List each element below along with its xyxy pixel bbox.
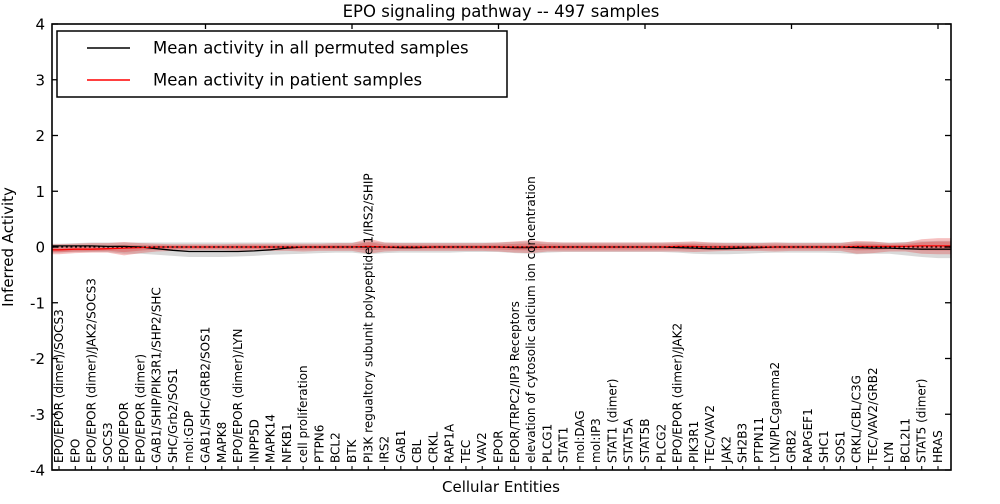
x-category-label: PLCG2	[654, 424, 668, 463]
x-category-label: STAT5 (dimer)	[915, 379, 929, 463]
x-category-label: STAT5A	[622, 418, 636, 463]
y-tick-label: 2	[35, 127, 45, 145]
y-tick-label: -1	[30, 294, 45, 312]
y-tick-label: 1	[35, 183, 45, 201]
x-category-label: RAPGEF1	[801, 408, 815, 463]
x-category-label: STAT5B	[638, 419, 652, 464]
x-category-label: STAT1	[557, 427, 571, 463]
x-category-label: PIK3R1	[687, 421, 701, 463]
y-tick-label: -4	[30, 462, 45, 480]
permuted-samples-range-band	[52, 240, 951, 259]
y-tick-labels: 4 3 2 1 0 -1 -2 -3 -4	[30, 16, 45, 480]
x-axis-label: Cellular Entities	[442, 478, 560, 496]
axis-ticks	[52, 23, 951, 471]
legend-item-label: Mean activity in all permuted samples	[153, 39, 469, 58]
x-category-label: LYN/PLCgamma2	[768, 362, 782, 463]
x-category-label: SHC1	[817, 430, 831, 463]
y-tick-label: 3	[35, 71, 45, 89]
chart-title: EPO signaling pathway -- 497 samples	[343, 2, 660, 21]
x-category-label: EPO/EPOR (dimer)/SOCS3	[52, 309, 66, 463]
x-category-label: IRS2	[378, 436, 392, 463]
x-category-label: cell proliferation	[296, 365, 310, 463]
y-tick-label: 4	[35, 16, 45, 34]
x-category-label: SHC/Grb2/SOS1	[166, 368, 180, 463]
x-category-label: STAT1 (dimer)	[605, 379, 619, 463]
x-category-label: PLCG1	[540, 424, 554, 463]
x-category-label: NFKB1	[280, 423, 294, 463]
x-category-label: mol:IP3	[589, 418, 603, 463]
confidence-bands	[52, 238, 951, 259]
x-category-label: EPO/EPOR (dimer)/LYN	[231, 329, 245, 463]
y-tick-label: -2	[30, 350, 45, 368]
x-category-label: PTPN6	[312, 425, 326, 463]
x-category-label: INPP5D	[247, 419, 261, 463]
x-category-label: BCL2L1	[898, 418, 912, 463]
x-category-label: JAK2	[719, 436, 733, 464]
x-category-label: EPO/EPOR (dimer)	[133, 354, 147, 463]
x-category-label: MAPK14	[264, 414, 278, 463]
x-category-label: HRAS	[931, 430, 945, 463]
x-category-label: EPO/EPOR	[117, 402, 131, 463]
x-category-label: GAB1/SHC/GRB2/SOS1	[199, 327, 213, 463]
x-category-label: mol:DAG	[573, 410, 587, 463]
y-tick-label: -3	[30, 406, 45, 424]
y-tick-label: 0	[35, 239, 45, 257]
x-category-label: GAB1	[394, 430, 408, 463]
x-category-label: TEC/VAV2/GRB2	[866, 367, 880, 464]
x-category-labels: EPO/EPOR (dimer)/SOCS3 EPO EPO/EPOR (dimer…	[52, 173, 945, 464]
x-category-label: GAB1/SHIP/PIK3R1/SHP2/SHC	[150, 287, 164, 463]
x-category-label: SOCS3	[101, 422, 115, 463]
x-category-label: EPOR	[492, 430, 506, 463]
x-category-label: GRB2	[785, 429, 799, 463]
x-category-label: BCL2	[329, 432, 343, 463]
x-category-label: PTPN11	[752, 417, 766, 463]
y-axis-label: Inferred Activity	[0, 187, 17, 307]
x-category-label: TEC/VAV2	[703, 405, 717, 464]
x-category-label: EPO/EPOR (dimer)/JAK2/SOCS3	[85, 278, 99, 463]
x-category-label: EPOR/TRPC2/IP3 Receptors	[508, 301, 522, 463]
x-category-label: mol:GDP	[182, 411, 196, 463]
x-category-label: BTK	[345, 438, 359, 463]
legend: Mean activity in all permuted samples Mea…	[56, 30, 508, 98]
x-category-label: MAPK8	[215, 422, 229, 463]
x-category-label: PI3K regualtory subunit polypeptide 1/IR…	[361, 173, 375, 463]
x-category-label: CBL	[410, 439, 424, 463]
x-category-label: VAV2	[475, 432, 489, 463]
x-category-label: EPO	[68, 439, 82, 463]
x-category-label: RAP1A	[443, 423, 457, 463]
x-category-label: TEC	[459, 440, 473, 464]
x-category-label: SOS1	[833, 431, 847, 463]
x-category-label: EPO/EPOR (dimer)/JAK2	[671, 323, 685, 463]
x-category-label: CRKL	[426, 431, 440, 463]
legend-box	[56, 30, 508, 98]
x-category-label: LYN	[882, 442, 896, 463]
x-category-label: elevation of cytosolic calcium ion conce…	[524, 176, 538, 463]
x-category-label: SH2B3	[736, 423, 750, 463]
x-category-label: CRKL/CBL/C3G	[850, 375, 864, 463]
legend-item-label: Mean activity in patient samples	[153, 71, 422, 90]
